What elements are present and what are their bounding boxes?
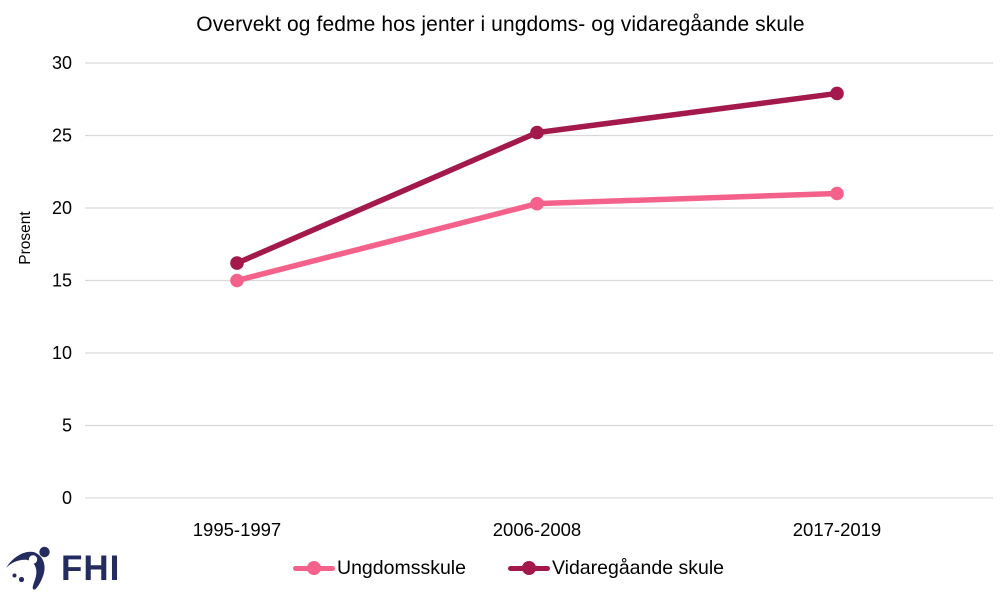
x-tick-label: 1995-1997	[193, 519, 281, 540]
line-plot-area: 0 5 10 15 20 25 30 Prosent 1995-1997 2006-2008 201…	[17, 53, 993, 540]
y-tick-label: 20	[52, 198, 72, 218]
legend-label: Ungdomsskule	[336, 556, 466, 579]
legend: Ungdomsskule Vidaregåande skule	[8, 545, 1001, 591]
y-tick-label: 0	[62, 488, 72, 508]
fhi-logo-icon	[6, 546, 50, 590]
data-point	[830, 186, 844, 201]
data-point	[230, 256, 244, 270]
y-axis-title: Prosent	[17, 211, 34, 265]
y-tick-label: 10	[52, 343, 72, 363]
y-tick-label: 15	[52, 271, 72, 291]
fhi-logo-text: FHI	[61, 549, 121, 588]
legend-marker-icon	[507, 561, 550, 575]
x-tick-label: 2006-2008	[493, 519, 581, 540]
x-tick-label: 2017-2019	[793, 519, 881, 540]
fhi-logo: FHI	[6, 546, 120, 592]
data-point	[830, 86, 844, 101]
y-tick-label: 30	[52, 53, 72, 73]
data-point	[530, 196, 544, 211]
footer: Ungdomsskule Vidaregåande skule FHI	[0, 545, 1001, 594]
legend-item: Vidaregåande skule	[507, 556, 724, 580]
legend-item: Ungdomsskule	[292, 556, 466, 580]
data-point	[530, 125, 544, 140]
data-point	[230, 273, 244, 288]
y-tick-label: 5	[62, 416, 72, 436]
legend-marker-icon	[292, 561, 335, 575]
series-line-vidareg-ande-skule	[234, 90, 840, 266]
legend-label: Vidaregåande skule	[551, 556, 724, 579]
y-tick-label: 25	[52, 126, 72, 146]
chart-title: Overvekt og fedme hos jenter i ungdoms- …	[196, 13, 805, 36]
